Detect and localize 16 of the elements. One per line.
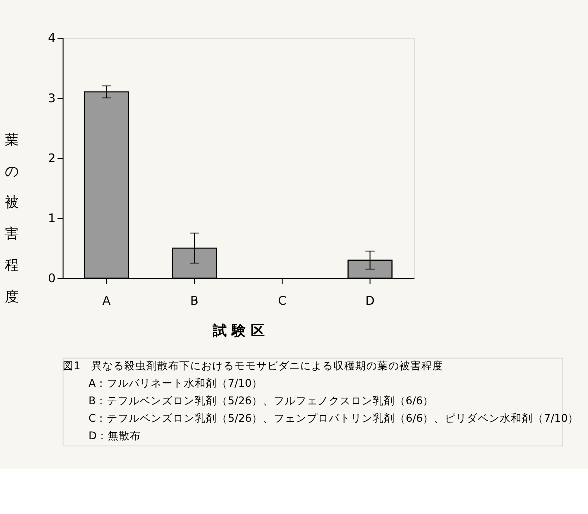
- x-tick-label: D: [366, 294, 375, 308]
- y-tick-label: 2: [48, 151, 56, 166]
- y-tick-label: 3: [48, 91, 56, 106]
- caption: 図1 異なる殺虫剤散布下におけるモモサビダニによる収穫期の葉の被害程度: [62, 359, 444, 372]
- x-tick-label: B: [190, 294, 199, 308]
- text: C：テフルベンズロン乳剤（5/26）、フェンプロパトリン乳剤（6/6）、ピリダベン水和剤（7/10）: [88, 412, 580, 426]
- y-tick-label: 1: [48, 211, 56, 226]
- text: A：フルバリネート水和剤（7/10）: [88, 377, 263, 390]
- y-tick-label: 4: [48, 31, 56, 46]
- text: D：無散布: [88, 430, 141, 443]
- y-tick-label: 0: [48, 272, 56, 286]
- x-axis-title: 試 験 区: [212, 322, 265, 340]
- x-tick-label: C: [278, 294, 287, 308]
- text: B：テフルベンズロン乳剤（5/26）、フルフェノクスロン乳剤（6/6）: [88, 394, 434, 408]
- y-axis-title: 葉の被害程度: [5, 132, 20, 306]
- x-tick-label: A: [102, 294, 112, 308]
